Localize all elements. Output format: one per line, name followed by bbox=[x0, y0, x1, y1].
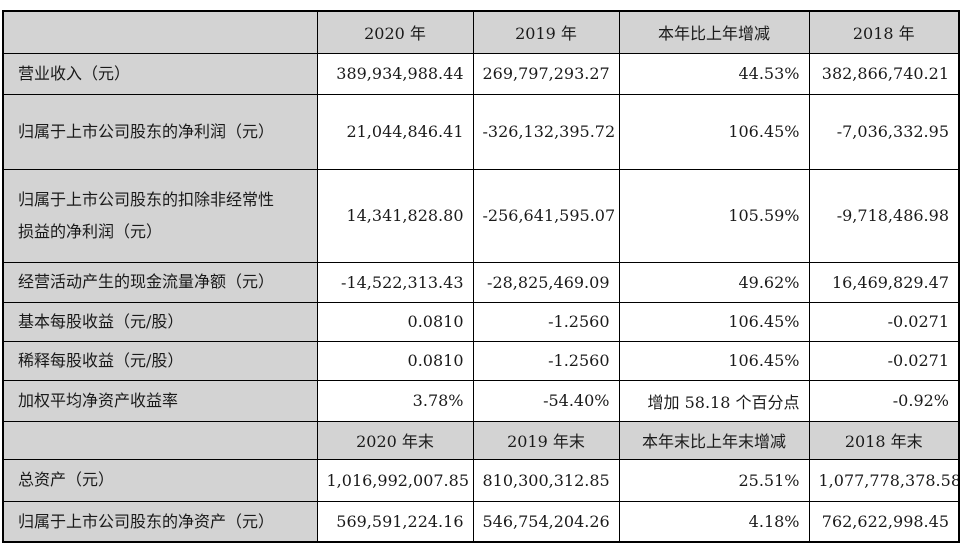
value-change: 106.45% bbox=[618, 93, 810, 170]
table-row-operating-revenue: 营业收入（元） 389,934,988.44 269,797,293.27 44… bbox=[2, 52, 960, 95]
value-change: 44.53% bbox=[618, 52, 810, 95]
value-2019: -54.40% bbox=[472, 379, 620, 422]
value-change: 25.51% bbox=[618, 458, 810, 502]
value-change: 49.62% bbox=[618, 261, 810, 303]
annual-header-2018: 2018 年 bbox=[808, 10, 960, 54]
value-2019: -28,825,469.09 bbox=[472, 261, 620, 303]
value-2018: -0.0271 bbox=[808, 340, 960, 381]
year-end-header-change: 本年末比上年末增减 bbox=[618, 420, 810, 460]
year-end-header-2019: 2019 年末 bbox=[472, 420, 620, 460]
row-label-net-profit-excl-nonrecurring: 归属于上市公司股东的扣除非经常性损益的净利润（元） bbox=[2, 168, 318, 263]
row-label-weighted-avg-roe: 加权平均净资产收益率 bbox=[2, 379, 318, 422]
value-2020-end: 569,591,224.16 bbox=[316, 500, 474, 543]
value-2020-end: 1,016,992,007.85 bbox=[316, 458, 474, 502]
row-label-operating-revenue: 营业收入（元） bbox=[2, 52, 318, 95]
year-end-header-2018: 2018 年末 bbox=[808, 420, 960, 460]
table-row-diluted-eps: 稀释每股收益（元/股） 0.0810 -1.2560 106.45% -0.02… bbox=[2, 340, 960, 381]
value-2019: -1.2560 bbox=[472, 301, 620, 342]
value-2019: 269,797,293.27 bbox=[472, 52, 620, 95]
table-row-net-profit-excl-nonrecurring: 归属于上市公司股东的扣除非经常性损益的净利润（元） 14,341,828.80 … bbox=[2, 168, 960, 263]
value-2019: -256,641,595.07 bbox=[472, 168, 620, 263]
row-label-net-profit: 归属于上市公司股东的净利润（元） bbox=[2, 93, 318, 170]
annual-header-yoy-change: 本年比上年增减 bbox=[618, 10, 810, 54]
annual-header-2019: 2019 年 bbox=[472, 10, 620, 54]
value-change: 106.45% bbox=[618, 340, 810, 381]
table-row-total-assets: 总资产（元） 1,016,992,007.85 810,300,312.85 2… bbox=[2, 458, 960, 502]
annual-header-row: 2020 年 2019 年 本年比上年增减 2018 年 bbox=[2, 10, 960, 54]
value-change: 106.45% bbox=[618, 301, 810, 342]
value-2019-end: 546,754,204.26 bbox=[472, 500, 620, 543]
row-label-basic-eps: 基本每股收益（元/股） bbox=[2, 301, 318, 342]
table-row-net-assets: 归属于上市公司股东的净资产（元） 569,591,224.16 546,754,… bbox=[2, 500, 960, 543]
value-2019: -1.2560 bbox=[472, 340, 620, 381]
value-2018: 16,469,829.47 bbox=[808, 261, 960, 303]
value-2020: 0.0810 bbox=[316, 301, 474, 342]
value-2020: 0.0810 bbox=[316, 340, 474, 381]
value-2018: -0.92% bbox=[808, 379, 960, 422]
year-end-header-blank-cell bbox=[2, 420, 318, 460]
value-2020: 14,341,828.80 bbox=[316, 168, 474, 263]
value-2020: 21,044,846.41 bbox=[316, 93, 474, 170]
row-label-operating-cash-flow: 经营活动产生的现金流量净额（元） bbox=[2, 261, 318, 303]
value-2019: -326,132,395.72 bbox=[472, 93, 620, 170]
value-change: 增加 58.18 个百分点 bbox=[618, 379, 810, 422]
table-row-weighted-avg-roe: 加权平均净资产收益率 3.78% -54.40% 增加 58.18 个百分点 -… bbox=[2, 379, 960, 422]
financial-summary-table: 2020 年 2019 年 本年比上年增减 2018 年 营业收入（元） 389… bbox=[2, 10, 960, 543]
year-end-header-2020: 2020 年末 bbox=[316, 420, 474, 460]
table-row-operating-cash-flow: 经营活动产生的现金流量净额（元） -14,522,313.43 -28,825,… bbox=[2, 261, 960, 303]
row-label-total-assets: 总资产（元） bbox=[2, 458, 318, 502]
value-2018: 382,866,740.21 bbox=[808, 52, 960, 95]
row-label-net-assets: 归属于上市公司股东的净资产（元） bbox=[2, 500, 318, 543]
annual-header-2020: 2020 年 bbox=[316, 10, 474, 54]
annual-header-blank-cell bbox=[2, 10, 318, 54]
value-change: 4.18% bbox=[618, 500, 810, 543]
value-2018: -0.0271 bbox=[808, 301, 960, 342]
value-2018: -7,036,332.95 bbox=[808, 93, 960, 170]
value-2018-end: 762,622,998.45 bbox=[808, 500, 960, 543]
value-2020: -14,522,313.43 bbox=[316, 261, 474, 303]
value-2020: 3.78% bbox=[316, 379, 474, 422]
value-2020: 389,934,988.44 bbox=[316, 52, 474, 95]
table-row-basic-eps: 基本每股收益（元/股） 0.0810 -1.2560 106.45% -0.02… bbox=[2, 301, 960, 342]
value-2019-end: 810,300,312.85 bbox=[472, 458, 620, 502]
row-label-diluted-eps: 稀释每股收益（元/股） bbox=[2, 340, 318, 381]
value-2018-end: 1,077,778,378.58 bbox=[808, 458, 960, 502]
year-end-header-row: 2020 年末 2019 年末 本年末比上年末增减 2018 年末 bbox=[2, 420, 960, 460]
value-2018: -9,718,486.98 bbox=[808, 168, 960, 263]
value-change: 105.59% bbox=[618, 168, 810, 263]
table-row-net-profit: 归属于上市公司股东的净利润（元） 21,044,846.41 -326,132,… bbox=[2, 93, 960, 170]
